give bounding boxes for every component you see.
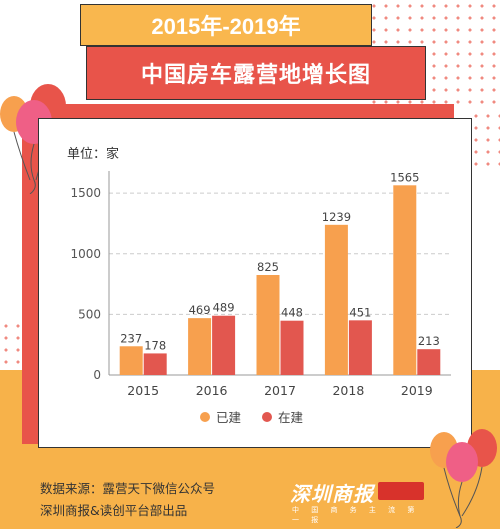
data-label: 451 [349,305,371,319]
y-tick-label: 500 [78,307,101,321]
legend-marker [200,412,210,422]
newspaper-logo: 深圳商报 中 国 商 务 主 流 第 一 报 [290,478,430,524]
legend-marker [262,412,272,422]
y-tick-label: 0 [93,368,101,382]
logo-text: 深圳商报 [290,482,374,506]
legend-label: 已建 [216,410,242,425]
x-tick-label: 2015 [127,383,159,398]
data-label: 178 [144,338,166,352]
data-label: 1239 [322,210,351,224]
logo-subtext: 中 国 商 务 主 流 第 一 报 [292,506,420,524]
source-line-2: 深圳商报&读创平台部出品 [40,503,188,518]
x-tick-label: 2019 [401,383,433,398]
chart-card: 单位：家 0 500 1000 1500 237 178 2015 469 489 2016 825… [38,118,472,448]
title-year-banner: 2015年-2019年 [80,4,372,46]
data-label: 213 [418,334,440,348]
bar-building [280,320,304,375]
x-tick-label: 2017 [264,383,296,398]
y-tick-label: 1500 [70,186,101,200]
bar-built [188,318,212,375]
title-main-banner: 中国房车露营地增长图 [86,46,426,100]
balloons-top-left-icon [0,84,66,194]
balloons-bottom-right-icon [430,429,497,528]
x-tick-label: 2018 [332,383,364,398]
title-year-text: 2015年-2019年 [151,14,301,39]
data-label: 448 [281,306,303,320]
data-label: 489 [213,301,235,315]
data-label: 469 [189,303,211,317]
bar-building [417,349,441,375]
bar-building [143,353,167,375]
dot-pattern-right [470,110,500,170]
bar-building [348,320,372,375]
unit-label: 单位：家 [67,147,120,162]
data-label: 237 [120,331,142,345]
y-tick-label: 1000 [70,247,101,261]
x-tick-label: 2016 [196,383,228,398]
bar-built [256,275,280,375]
bar-building [212,315,236,375]
legend-label: 在建 [278,410,304,425]
data-label: 1565 [390,170,419,184]
bar-built [324,224,348,375]
title-main-text: 中国房车露营地增长图 [140,63,371,88]
data-label: 825 [257,260,279,274]
bar-built [119,346,143,375]
bar-built [393,185,417,375]
logo-badge [378,482,424,500]
source-line-1: 数据来源：露营天下微信公众号 [40,481,216,496]
